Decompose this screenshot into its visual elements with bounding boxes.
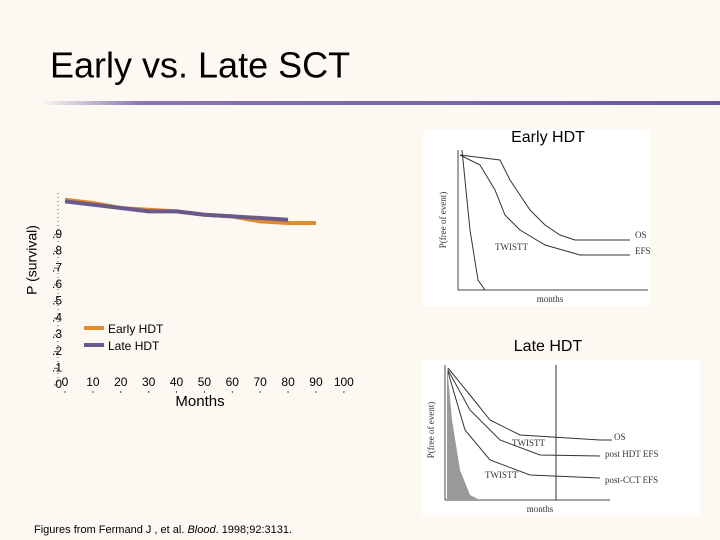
inset-x-label: months: [527, 504, 554, 514]
inset-curve: [447, 367, 612, 441]
y-tick-label: .9: [52, 227, 62, 241]
inset-curve: [459, 154, 630, 256]
inset-curve: [459, 154, 630, 241]
x-tick-label: 0: [62, 375, 69, 389]
y-tick-label: .7: [52, 260, 62, 274]
x-tick-label: 100: [334, 375, 354, 389]
inset-label: post-CCT EFS: [605, 475, 658, 485]
inset-y-label: P(free of event): [438, 192, 448, 248]
y-tick-label: .1: [52, 360, 62, 374]
y-tick-label: .3: [52, 327, 62, 341]
inset-curve: [447, 371, 601, 479]
inset-label: EFS: [635, 246, 651, 256]
caption: Figures from Fermand J , et al. Blood. 1…: [34, 524, 292, 536]
legend-label: Early HDT: [108, 322, 164, 336]
y-tick-label: 0: [55, 377, 62, 391]
y-axis-label: P (survival): [24, 225, 40, 295]
inset-heading: Early HDT: [511, 129, 585, 146]
x-tick-label: 80: [281, 375, 295, 389]
inset-label: OS: [635, 230, 647, 240]
series-line: [64, 199, 289, 222]
inset-area: [447, 365, 480, 500]
slide-title: Early vs. Late SCT: [50, 45, 350, 86]
x-axis-label: Months: [175, 393, 224, 410]
y-tick-label: .5: [52, 294, 62, 308]
x-tick-label: 50: [198, 375, 212, 389]
legend-label: Late HDT: [108, 339, 160, 353]
caption-journal: Blood: [187, 524, 216, 536]
inset-label: TWISTT: [512, 438, 545, 448]
caption-text: Figures from Fermand J , et al.: [34, 524, 187, 536]
inset-label: TWISTT: [485, 470, 518, 480]
title-rule: [40, 101, 720, 105]
inset-x-label: months: [537, 294, 564, 304]
inset-curve: [447, 369, 601, 457]
x-tick-label: 10: [86, 375, 100, 389]
caption-text: . 1998;92:3131.: [216, 524, 292, 536]
y-tick-label: .4: [52, 310, 62, 324]
x-tick-label: 20: [114, 375, 128, 389]
inset-y-label: P(free of event): [426, 402, 436, 458]
inset-early: [423, 130, 650, 306]
inset-label: post HDT EFS: [605, 449, 658, 459]
inset-heading: Late HDT: [514, 338, 583, 355]
x-tick-label: 70: [254, 375, 268, 389]
x-tick-label: 40: [170, 375, 184, 389]
inset-label: OS: [614, 432, 626, 442]
y-tick-label: .6: [52, 277, 62, 291]
y-tick-label: .2: [52, 344, 62, 358]
inset-curve: [461, 149, 486, 291]
inset-label: TWISTT: [495, 242, 528, 252]
y-tick-label: .8: [52, 244, 62, 258]
x-tick-label: 60: [226, 375, 240, 389]
x-tick-label: 30: [142, 375, 156, 389]
x-tick-label: 90: [309, 375, 323, 389]
